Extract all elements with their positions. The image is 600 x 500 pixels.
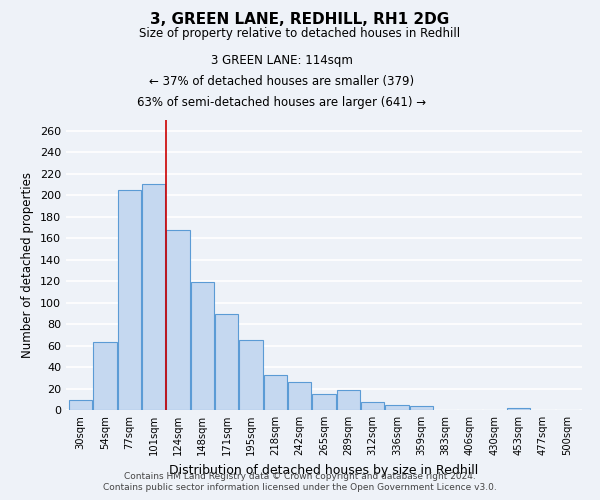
Text: ← 37% of detached houses are smaller (379): ← 37% of detached houses are smaller (37… — [149, 75, 415, 88]
Bar — [142, 184, 165, 410]
Text: 3, GREEN LANE, REDHILL, RH1 2DG: 3, GREEN LANE, REDHILL, RH1 2DG — [151, 12, 449, 28]
Text: 3 GREEN LANE: 114sqm: 3 GREEN LANE: 114sqm — [211, 54, 353, 66]
Text: 63% of semi-detached houses are larger (641) →: 63% of semi-detached houses are larger (… — [137, 96, 427, 108]
Bar — [118, 190, 141, 410]
Text: Size of property relative to detached houses in Redhill: Size of property relative to detached ho… — [139, 28, 461, 40]
Bar — [166, 230, 190, 410]
Bar — [361, 402, 384, 410]
Bar — [215, 314, 238, 410]
Y-axis label: Number of detached properties: Number of detached properties — [22, 172, 34, 358]
Bar — [337, 390, 360, 410]
Text: Contains HM Land Registry data © Crown copyright and database right 2024.: Contains HM Land Registry data © Crown c… — [124, 472, 476, 481]
Bar — [264, 374, 287, 410]
Bar — [191, 282, 214, 410]
Bar — [239, 340, 263, 410]
Bar — [385, 404, 409, 410]
Bar — [507, 408, 530, 410]
Bar — [313, 394, 335, 410]
Text: Contains public sector information licensed under the Open Government Licence v3: Contains public sector information licen… — [103, 484, 497, 492]
Bar — [69, 400, 92, 410]
Bar — [94, 342, 116, 410]
Bar — [410, 406, 433, 410]
X-axis label: Distribution of detached houses by size in Redhill: Distribution of detached houses by size … — [169, 464, 479, 476]
Bar — [288, 382, 311, 410]
